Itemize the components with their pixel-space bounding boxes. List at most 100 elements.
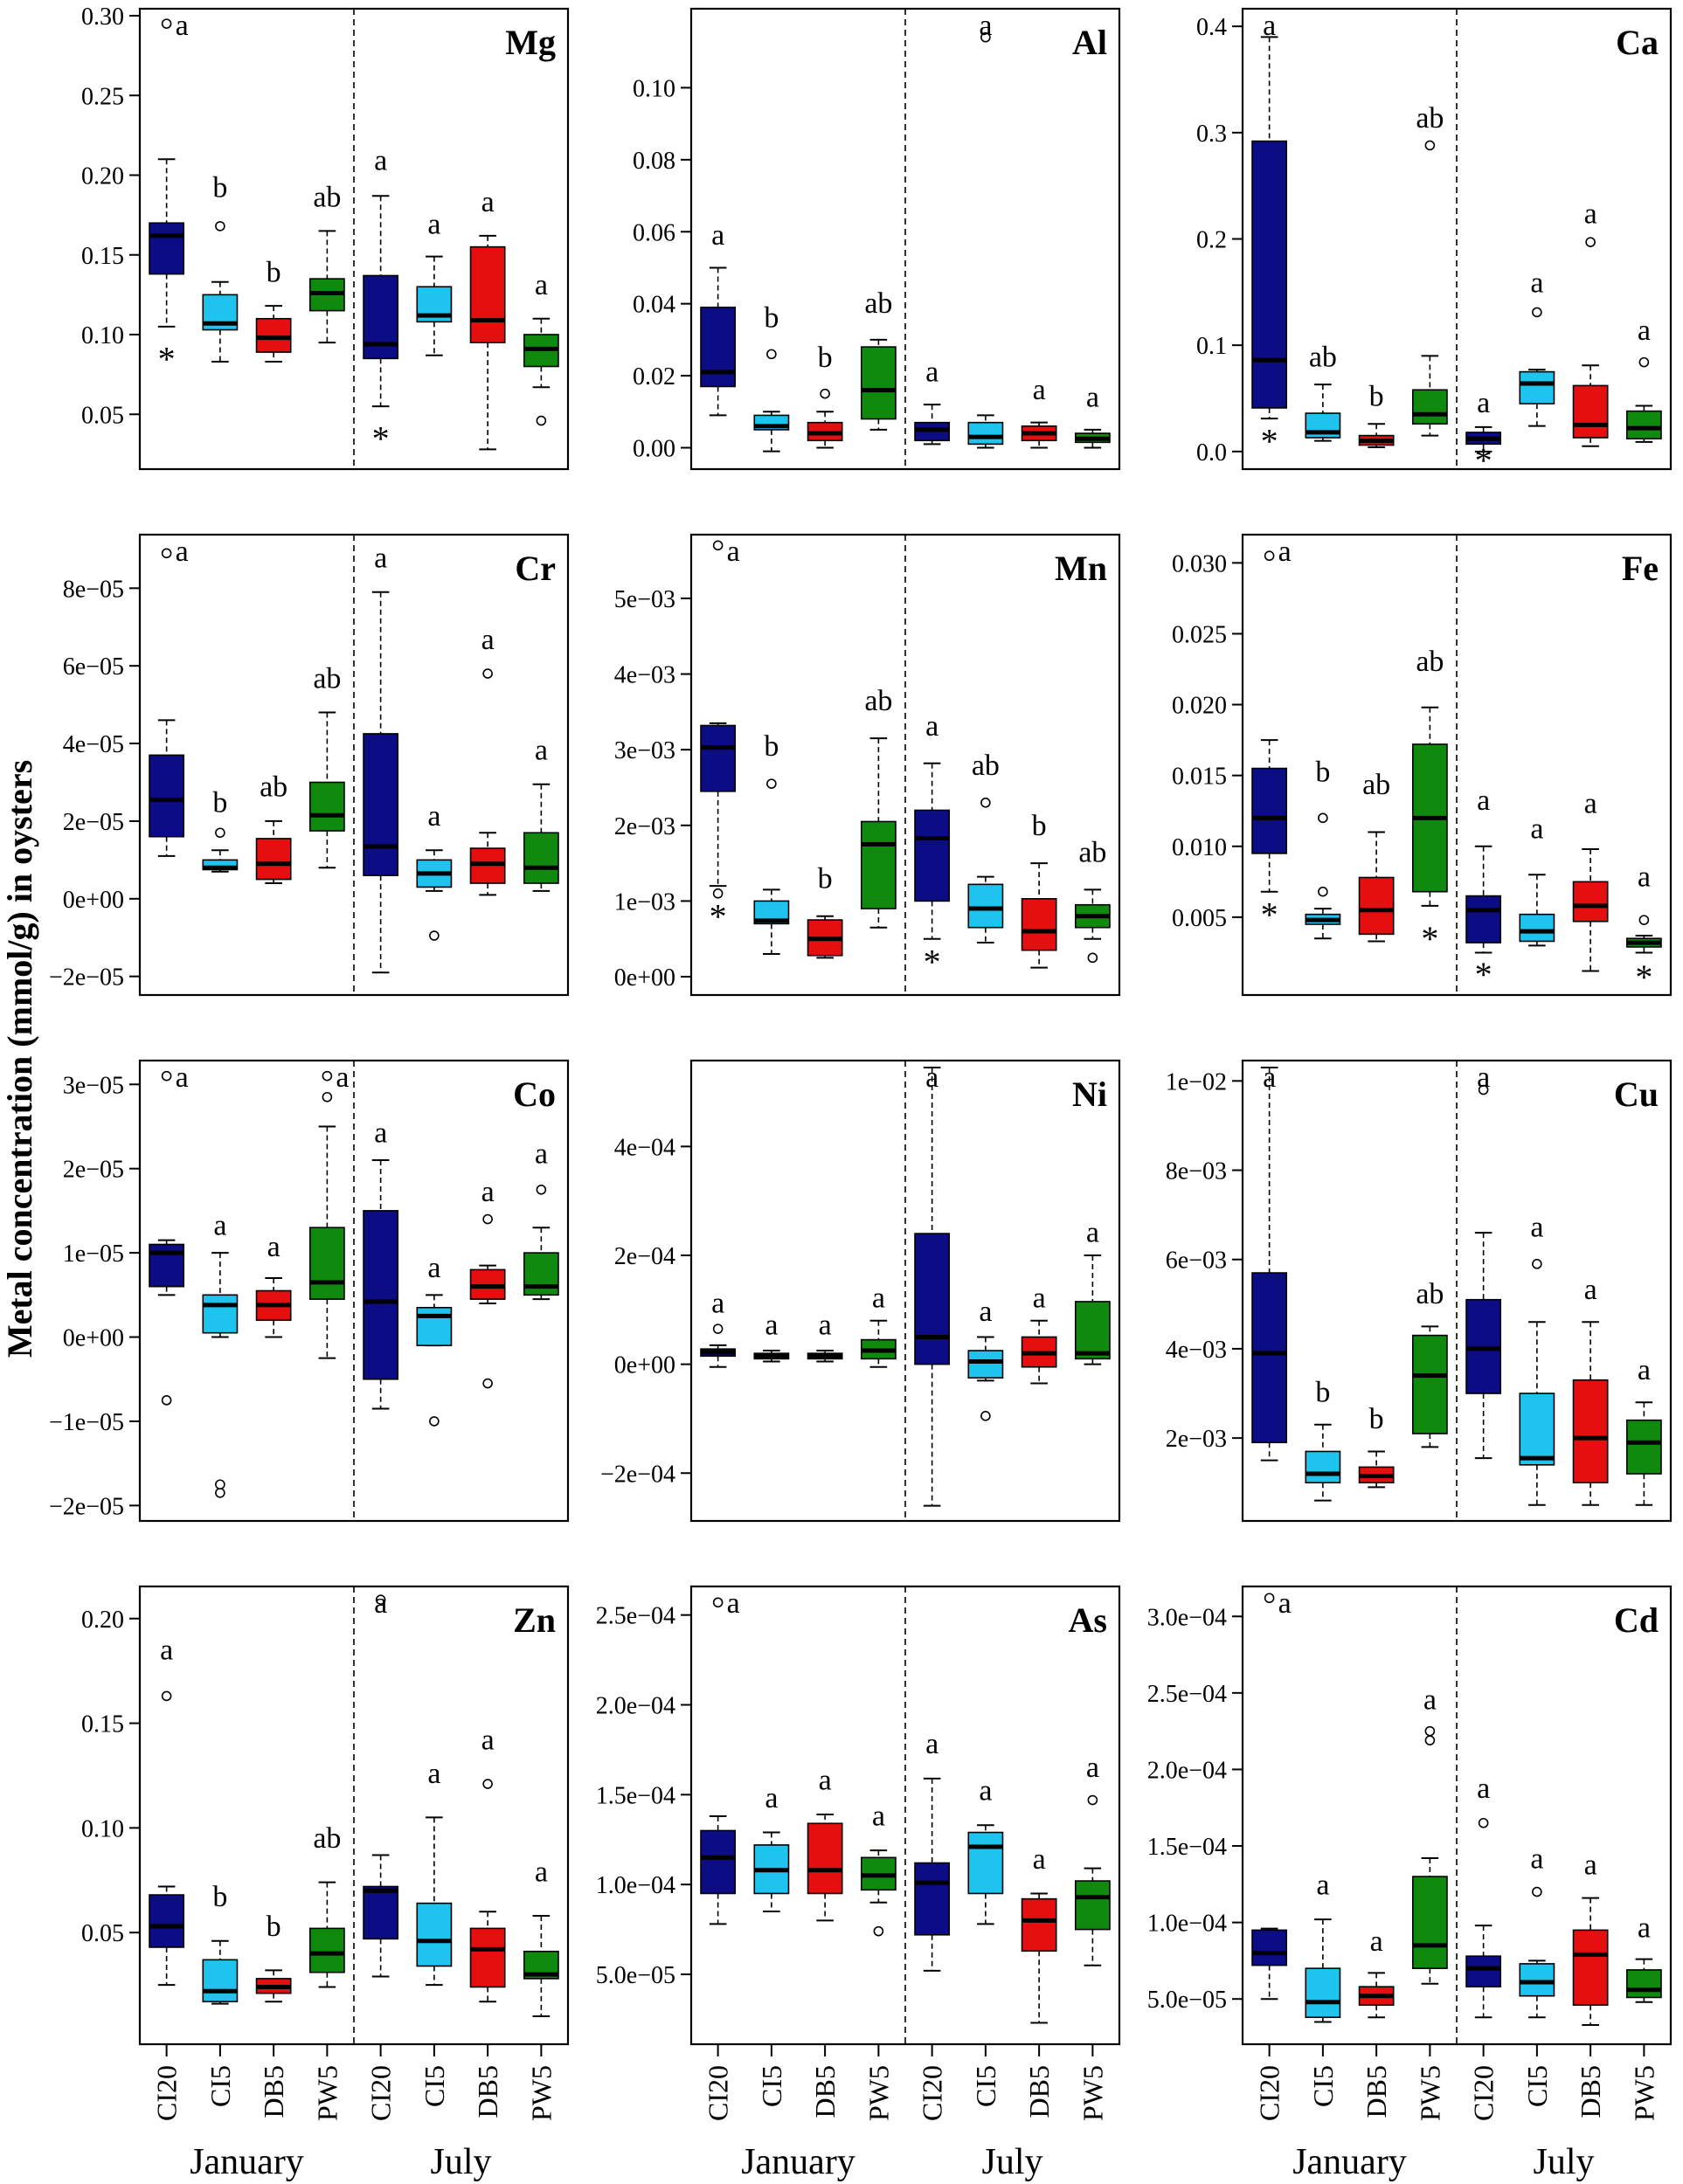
box-ci20-july: a*: [1465, 784, 1502, 994]
y-tick-label: 5.0e−05: [1147, 1987, 1227, 2014]
significance-letter: b: [1315, 757, 1330, 789]
box-ci20-july: a: [363, 1587, 399, 1978]
outlier-point: [1424, 1735, 1436, 1745]
outlier-point: [1424, 1725, 1436, 1737]
box-ci5-july: ab: [967, 750, 1004, 944]
outlier-point: [482, 1378, 493, 1389]
outlier-point: [536, 1185, 547, 1195]
box-iqr: [1305, 1967, 1341, 2019]
x-tick-label: CI20: [365, 2065, 397, 2121]
box-pw5-july: a: [523, 269, 559, 426]
box-db5-january: ab: [1358, 769, 1395, 943]
outlier-point: [482, 1779, 493, 1789]
y-tick-label: −1e−05: [49, 1409, 124, 1436]
y-tick-label: 6e−05: [63, 653, 124, 681]
box-iqr: [1251, 767, 1288, 854]
box-iqr: [967, 1831, 1004, 1895]
box-ci20-january: a: [149, 536, 189, 857]
box-iqr: [967, 883, 1004, 929]
significance-letter: a: [1584, 787, 1597, 819]
box-iqr: [1021, 1897, 1057, 1952]
significance-letter: ab: [1078, 836, 1106, 868]
significance-star: *: [1261, 895, 1278, 935]
box-iqr: [308, 1227, 345, 1300]
significance-letter: a: [1086, 381, 1099, 413]
y-tick-label: 0.010: [1172, 834, 1227, 861]
outlier-point: [1532, 1886, 1542, 1897]
box-iqr: [416, 1306, 453, 1346]
x-tick-label: CI5: [970, 2065, 1001, 2107]
box-ci5-january: a: [753, 1782, 790, 1913]
season-label-january: January: [1292, 2142, 1407, 2182]
y-tick-label: 2.5e−04: [596, 1603, 675, 1630]
outlier-point: [1318, 812, 1328, 824]
significance-letter: a: [176, 10, 189, 42]
box-pw5-july: a: [1074, 381, 1111, 449]
box-iqr: [1625, 1419, 1662, 1475]
y-tick-label: 0e+00: [614, 1352, 675, 1379]
y-tick-label: 0.0: [1196, 439, 1227, 467]
y-tick-label: 1e−03: [614, 888, 675, 916]
box-iqr: [149, 222, 185, 275]
box-ci20-january: a: [700, 1288, 737, 1368]
y-tick-label: 0.3: [1196, 121, 1227, 148]
y-tick-label: −2e−04: [600, 1461, 675, 1488]
significance-star: *: [710, 897, 727, 936]
box-iqr: [1572, 384, 1609, 439]
significance-star: *: [158, 339, 176, 378]
box-iqr: [1411, 1876, 1448, 1969]
panel-mn: Mn0e+001e−032e−033e−034e−035e−03a*bbaba*…: [614, 533, 1121, 997]
significance-letter: ab: [864, 287, 892, 320]
box-pw5-july: a: [1074, 1217, 1111, 1365]
outlier-point: [161, 18, 172, 29]
box-iqr: [807, 1822, 843, 1895]
y-tick-label: 0.2: [1196, 227, 1227, 254]
box-ci20-january: a: [1251, 1061, 1288, 1462]
box-ci20-july: a: [914, 1061, 951, 1507]
x-tick-label: PW5: [311, 2065, 343, 2121]
significance-letter: a: [765, 1782, 778, 1814]
box-pw5-january: a: [860, 1282, 897, 1368]
outlier-point: [1638, 915, 1650, 925]
significance-letter: a: [481, 1724, 495, 1757]
outlier-point: [161, 548, 172, 559]
outlier-point: [766, 349, 777, 360]
y-tick-label: 3.0e−04: [1147, 1604, 1227, 1631]
box-iqr: [967, 421, 1004, 446]
significance-letter: a: [925, 710, 938, 743]
significance-letter: a: [374, 1117, 387, 1150]
panel-title: Cu: [1614, 1075, 1659, 1114]
box-db5-july: a: [469, 624, 506, 896]
significance-letter: b: [267, 1911, 281, 1943]
outlier-point: [980, 798, 991, 808]
box-db5-january: b: [255, 256, 292, 363]
y-tick-label: 2.0e−04: [1147, 1757, 1227, 1784]
box-iqr: [1251, 1929, 1288, 1966]
y-tick-label: 0.20: [81, 1607, 124, 1634]
box-db5-january: a: [255, 1231, 292, 1338]
box-iqr: [363, 1885, 399, 1940]
y-tick-label: 8e−03: [1166, 1158, 1227, 1185]
y-tick-label: 8e−05: [63, 576, 124, 603]
outlier-point: [1318, 886, 1328, 897]
outlier-point: [980, 1411, 991, 1421]
significance-letter: a: [1530, 813, 1543, 846]
box-db5-january: b: [255, 1911, 292, 2003]
significance-letter: b: [212, 786, 227, 819]
box-pw5-january: ab: [308, 662, 345, 869]
significance-letter: b: [267, 256, 281, 288]
box-db5-january: b: [807, 863, 843, 959]
box-ci5-july: a: [1519, 1211, 1555, 1506]
box-pw5-january: ab: [1411, 1278, 1448, 1448]
box-pw5-july: a: [523, 1856, 559, 2018]
box-iqr: [1465, 1298, 1502, 1394]
box-db5-july: a: [1021, 1282, 1057, 1385]
box-ci20-july: a: [914, 356, 951, 446]
significance-letter: a: [535, 1856, 548, 1888]
significance-letter: a: [1278, 536, 1292, 568]
box-iqr: [1305, 1450, 1341, 1484]
box-iqr: [1251, 140, 1288, 409]
box-iqr: [308, 781, 345, 832]
outlier-point: [766, 778, 777, 789]
